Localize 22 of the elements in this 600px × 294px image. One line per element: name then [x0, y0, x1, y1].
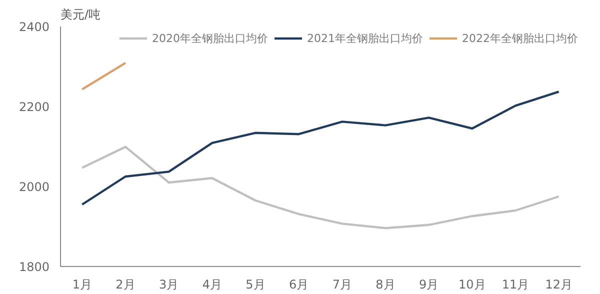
- line-series: [81, 146, 560, 230]
- x-tick-label: 8月: [376, 278, 396, 292]
- y-tick-label: 2400: [18, 20, 50, 34]
- y-tick-label: 1800: [18, 260, 50, 274]
- x-tick-label: 11月: [502, 278, 530, 292]
- x-tick-label: 1月: [72, 278, 92, 292]
- y-axis-title: 美元/吨: [60, 8, 101, 22]
- y-tick-label: 2200: [18, 100, 50, 114]
- line-series: [81, 90, 560, 206]
- x-tick-label: 2月: [116, 278, 136, 292]
- x-tick-label: 4月: [202, 278, 222, 292]
- y-tick-label: 2000: [18, 180, 50, 194]
- x-tick-label: 6月: [289, 278, 309, 292]
- legend-label: 2022年全钢胎出口均价: [462, 30, 578, 46]
- x-tick-label: 5月: [246, 278, 266, 292]
- x-tick-label: 9月: [419, 278, 439, 292]
- legend-label: 2020年全钢胎出口均价: [152, 30, 268, 46]
- x-tick-label: 10月: [458, 278, 486, 292]
- x-tick-label: 3月: [159, 278, 179, 292]
- legend-label: 2021年全钢胎出口均价: [307, 30, 423, 46]
- x-tick-label: 12月: [545, 278, 572, 292]
- x-tick-label: 7月: [332, 278, 352, 292]
